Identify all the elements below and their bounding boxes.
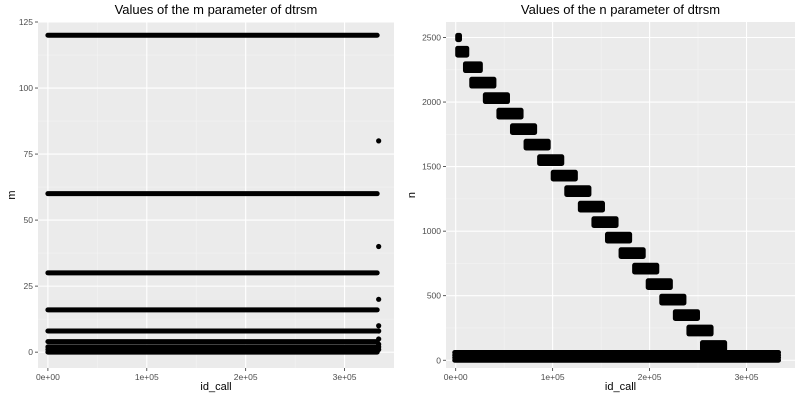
y-axis-label: n [406, 191, 418, 199]
y-tick-label: 100 [19, 83, 33, 93]
staircase-segment [686, 324, 714, 337]
data-point [376, 296, 382, 302]
x-tick-label: 0e+00 [444, 372, 468, 382]
data-point [376, 328, 382, 334]
y-tick-label: 2000 [422, 97, 441, 107]
staircase-segment [659, 293, 687, 306]
x-tick-label: 0e+00 [36, 372, 60, 382]
staircase-segment [523, 138, 551, 151]
data-point [376, 336, 382, 342]
y-tick-label: 50 [24, 215, 34, 225]
y-tick-label: 125 [19, 17, 33, 27]
x-axis-label: id_call [604, 381, 637, 393]
plot-background [446, 22, 795, 368]
staircase-segment [564, 185, 592, 197]
staircase-segment [509, 123, 538, 136]
y-tick-label: 500 [427, 291, 441, 301]
y-tick-label: 0 [436, 355, 441, 365]
y-tick-label: 1000 [422, 226, 441, 236]
x-tick-label: 2e+05 [234, 372, 258, 382]
staircase-segment [455, 32, 462, 43]
y-axis-label: m [6, 190, 18, 200]
staircase-segment [482, 92, 510, 105]
data-point [376, 323, 382, 329]
y-tick-label: 0 [28, 347, 33, 357]
chart-panel-m: 0e+00 1e+05 2e+05 3e+05 0 25 50 75 100 125 Values… [6, 2, 394, 393]
chart-panel-n: 0e+00 1e+05 2e+05 3e+05 0 500 1000 1500 2000 2500… [400, 0, 800, 400]
data-point [376, 346, 382, 353]
staircase-segment [699, 340, 728, 352]
y-tick-label: 25 [24, 281, 34, 291]
x-axis-label: id_call [200, 381, 232, 393]
x-tick-label: 3e+05 [735, 372, 759, 382]
staircase-segment [469, 76, 497, 89]
data-point [376, 138, 382, 144]
data-point [376, 243, 382, 250]
x-tick-label: 3e+05 [333, 372, 357, 382]
staircase-segment [550, 169, 578, 182]
y-tick-label: 75 [24, 149, 34, 159]
staircase-segment [672, 309, 700, 321]
y-tick-label: 1500 [422, 162, 441, 172]
staircase-segment [537, 154, 565, 167]
staircase-segment [591, 216, 619, 228]
staircase-segment [462, 61, 483, 74]
staircase-segment [632, 262, 660, 275]
chart-title: Values of the m parameter of dtrsm [114, 2, 318, 17]
x-tick-label: 2e+05 [638, 372, 662, 382]
chart-title: Values of the n parameter of dtrsm [520, 2, 721, 17]
staircase-segment [496, 107, 524, 120]
staircase-segment [577, 200, 605, 213]
chart-m-svg: 0e+00 1e+05 2e+05 3e+05 0 25 50 75 100 125 [19, 17, 394, 382]
staircase-segment [618, 247, 646, 259]
data-points [376, 138, 382, 353]
staircase-segment [455, 45, 470, 58]
staircase-segment [713, 353, 741, 361]
staircase-segments [455, 32, 741, 361]
data-bands [45, 32, 380, 355]
staircase-segment [645, 278, 673, 290]
y-tick-label: 2500 [422, 32, 441, 42]
chart-n-svg: 0e+00 1e+05 2e+05 3e+05 0 500 1000 1500 2000 2500 [422, 22, 795, 382]
x-tick-label: 1e+05 [541, 372, 565, 382]
staircase-segment [604, 231, 633, 244]
x-tick-label: 1e+05 [135, 372, 159, 382]
